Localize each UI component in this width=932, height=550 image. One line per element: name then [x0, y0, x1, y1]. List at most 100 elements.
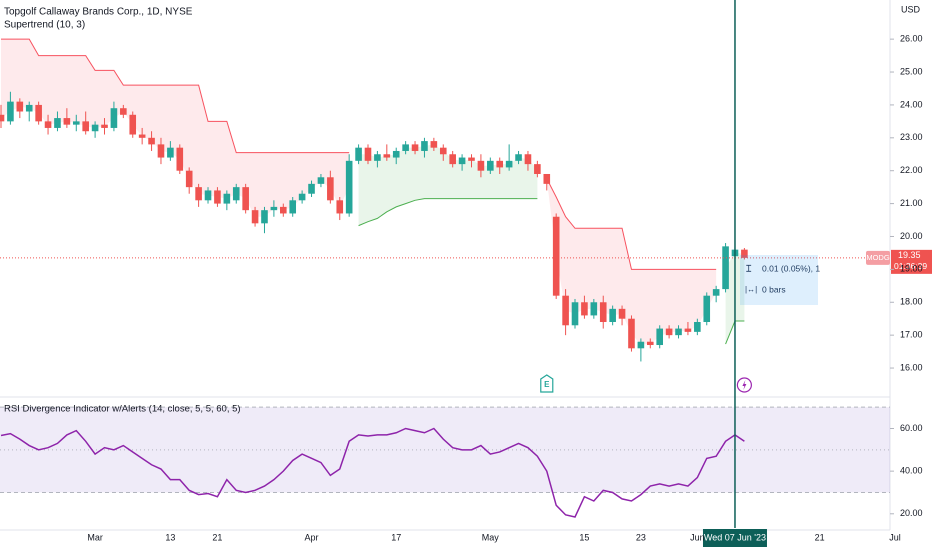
x-tick-label: Mar	[87, 532, 103, 542]
candle-body	[458, 157, 466, 165]
x-tick-label: 21	[212, 532, 222, 542]
dividend-icon	[742, 380, 747, 390]
candle-body	[496, 160, 504, 168]
measure-icon: |↔|	[745, 285, 757, 294]
measure-icon: ⌶	[746, 263, 752, 273]
candle-body	[656, 328, 663, 346]
y-tick-label: 21.00	[900, 198, 923, 208]
candle-body	[364, 147, 372, 161]
candle-body	[618, 308, 626, 319]
price-tag	[891, 249, 932, 274]
candle-body	[609, 308, 616, 322]
x-tick-label: 13	[165, 532, 175, 542]
candle-body	[562, 295, 569, 326]
trend-fill	[546, 178, 717, 346]
x-tick-label: 23	[636, 532, 646, 542]
candle-body	[176, 147, 184, 171]
symbol-tag-label: MODG	[866, 253, 889, 262]
trend-fill	[358, 144, 538, 226]
candle-body	[251, 210, 259, 224]
rsi-pane	[0, 406, 890, 518]
candle-body	[35, 104, 42, 122]
candle-body	[72, 121, 80, 125]
x-tick-label: 21	[815, 532, 825, 542]
candle-body	[628, 318, 635, 349]
candle-body	[25, 104, 33, 112]
candle-body	[383, 154, 391, 158]
candle-body	[684, 328, 692, 332]
candle-body	[345, 160, 353, 214]
candle-body	[355, 147, 362, 161]
y-tick-label: 20.00	[900, 231, 923, 241]
trend-line	[1, 38, 717, 270]
candle-body	[232, 187, 240, 201]
candle-body	[430, 141, 438, 148]
candle-body	[298, 193, 306, 201]
candle-body	[524, 154, 532, 165]
candle-body	[392, 150, 400, 158]
candle-body	[129, 114, 137, 135]
y-tick-label: 24.00	[900, 99, 923, 109]
candle-body	[120, 108, 127, 115]
candle-body	[16, 101, 24, 112]
candle-body	[110, 108, 118, 128]
candle-body	[581, 302, 588, 316]
candle-body	[261, 210, 268, 224]
y-tick-label: 19.00	[900, 264, 923, 274]
x-tick-label: Jun	[690, 532, 705, 542]
countdown-label: 01:36:39	[894, 261, 927, 271]
measure-bars: 0 bars	[762, 284, 786, 294]
candle-body	[665, 328, 673, 336]
x-tick-label: 15	[579, 532, 589, 542]
symbol-tag	[866, 250, 890, 265]
rsi-line	[0, 427, 745, 518]
y-tick-label: 40.00	[900, 466, 923, 476]
candle-body	[336, 200, 344, 214]
x-tick-label: 17	[391, 532, 401, 542]
candle-body	[402, 144, 409, 151]
crosshair-label: Wed 07 Jun '23	[704, 532, 766, 542]
candle-body	[675, 328, 682, 336]
y-tick-label: 22.00	[900, 165, 923, 175]
candle-body	[44, 121, 52, 128]
candle-body	[477, 160, 485, 171]
y-tick-label: 26.00	[900, 34, 923, 44]
candle-body	[722, 246, 729, 290]
y-tick-label: 23.00	[900, 132, 923, 142]
x-tick-label: Apr	[305, 532, 319, 542]
candle-body	[204, 190, 212, 201]
rsi-title: RSI Divergence Indicator w/Alerts (14, c…	[4, 404, 241, 415]
candle-body	[317, 177, 325, 184]
candle-body	[82, 121, 89, 132]
candle-body	[63, 118, 71, 125]
candle-body	[280, 206, 287, 214]
candle-body	[703, 295, 711, 322]
y-tick-label: 17.00	[900, 330, 923, 340]
candle-body	[91, 124, 99, 132]
candle-body	[7, 101, 14, 122]
candle-body	[195, 187, 202, 201]
candle-body	[148, 137, 155, 145]
candle-body	[54, 118, 61, 128]
candle-body	[534, 164, 541, 174]
candle-body	[157, 144, 165, 158]
candle-body	[590, 302, 598, 316]
candle-body	[411, 144, 419, 151]
price-tag-label: 19.35	[898, 250, 921, 260]
candle-body	[694, 321, 701, 332]
y-tick-label: 60.00	[900, 423, 923, 433]
candle-body	[167, 147, 174, 158]
y-tick-label: 18.00	[900, 297, 923, 307]
candle-body	[543, 173, 551, 184]
measure-box	[740, 255, 818, 305]
candle-body	[0, 114, 5, 122]
candle-body	[421, 141, 428, 151]
trend-fill	[1, 39, 350, 217]
currency: USD	[901, 4, 921, 14]
earnings-marker-label: E	[544, 380, 550, 389]
candle-body	[741, 249, 748, 258]
candle-body	[599, 302, 607, 322]
